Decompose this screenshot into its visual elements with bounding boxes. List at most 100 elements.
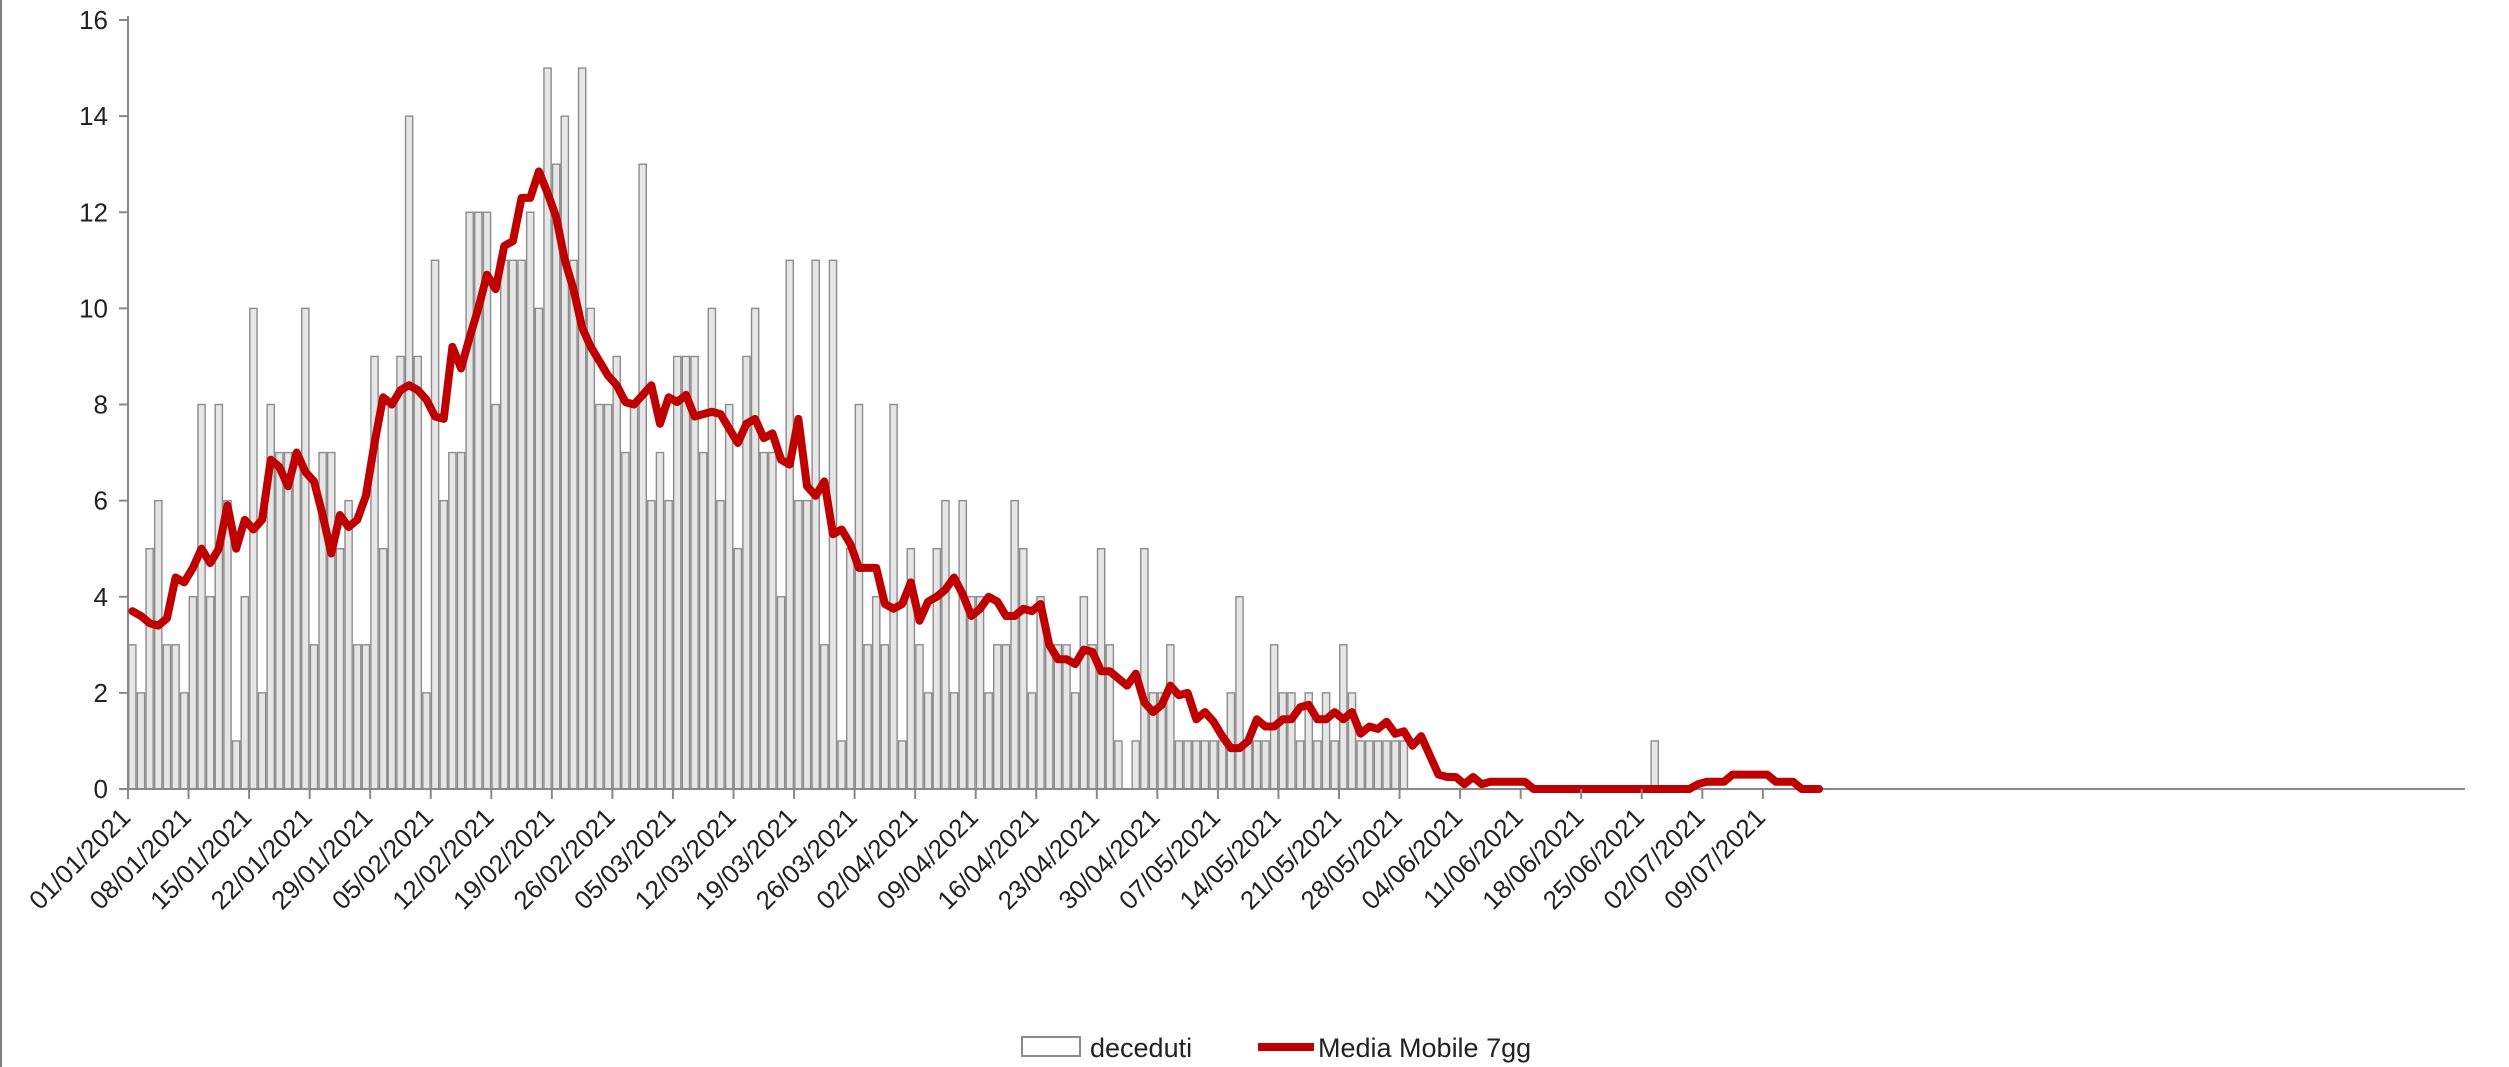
bar [128,644,137,790]
bar [309,644,319,790]
bar [967,596,976,790]
bar [984,692,993,790]
bar [1650,740,1660,790]
y-tick-label: 4 [94,582,108,612]
bar [941,499,950,790]
bar [664,499,673,790]
bar [352,644,362,790]
bar [231,740,241,790]
bar [802,499,812,790]
bar [525,211,535,790]
bar [413,355,423,790]
bar [1053,644,1063,790]
bar [655,451,665,790]
bar [1252,740,1262,790]
bar [1027,692,1037,790]
bar [871,596,881,790]
bar [499,259,509,790]
bar [171,644,180,790]
bar [1217,740,1227,790]
legend: deceduti Media Mobile 7gg [1021,1033,1531,1063]
bar [551,163,561,790]
bar [811,259,820,790]
bar [344,499,353,790]
bar [422,692,431,790]
bar [768,451,777,790]
moving-average-line [128,167,1824,793]
line-series-media-mobile [128,167,1824,793]
bar [387,403,397,790]
bar [923,692,933,790]
bar [275,451,284,790]
bar [179,692,189,790]
bar [603,403,613,790]
bar [205,596,215,790]
bar-series-deceduti [128,67,1660,790]
bar [716,499,725,790]
bar [188,596,198,790]
bar [845,547,855,790]
bar [854,403,864,790]
y-tick-label: 16 [79,5,108,35]
legend-label-deceduti: deceduti [1090,1033,1192,1063]
bar [1131,740,1141,790]
axes [127,16,2465,790]
bar [396,355,405,790]
bar [292,451,301,790]
bar [301,307,310,790]
bar [257,692,267,790]
bar [1200,740,1210,790]
bar [1166,644,1175,790]
bar [759,451,769,790]
bar [1313,740,1322,790]
y-tick-label: 10 [79,293,108,323]
bar [1330,740,1339,790]
bar [1295,740,1305,790]
bar [1010,499,1019,790]
bar [698,451,708,790]
bar [1070,692,1080,790]
bar [880,644,890,790]
y-axis-ticks: 0 2 4 6 8 10 12 14 16 [79,5,128,804]
y-tick-label: 6 [94,486,108,516]
bar [863,644,872,790]
bar [1183,740,1192,790]
bar [214,403,224,790]
bar [491,403,500,790]
bar [335,547,345,790]
bar [889,403,898,790]
bar [707,307,717,790]
bar [1356,740,1365,790]
bar [223,499,232,790]
bar [517,259,526,790]
bar [837,740,846,790]
bar [647,499,656,790]
bar [404,115,414,790]
bar [1287,692,1296,790]
bar [794,499,803,790]
bar [897,740,907,790]
bar [1269,644,1279,790]
y-tick-label: 8 [94,390,108,420]
y-tick-label: 0 [94,774,108,804]
bar [378,547,388,790]
bar [1399,740,1409,790]
bar [1079,596,1089,790]
bar [1001,644,1011,790]
bar [162,644,172,790]
x-axis-ticks: 01/01/202108/01/202115/01/202122/01/2021… [23,789,1771,915]
bar [560,115,570,790]
bar [1390,740,1400,790]
bar [750,307,760,790]
bar [439,499,449,790]
bar [690,355,699,790]
bar [153,499,163,790]
bar [785,259,795,790]
bar [1062,644,1071,790]
bar [569,259,578,790]
bar [1044,644,1054,790]
bar [958,499,968,790]
bar [1373,740,1383,790]
bar [448,451,457,790]
